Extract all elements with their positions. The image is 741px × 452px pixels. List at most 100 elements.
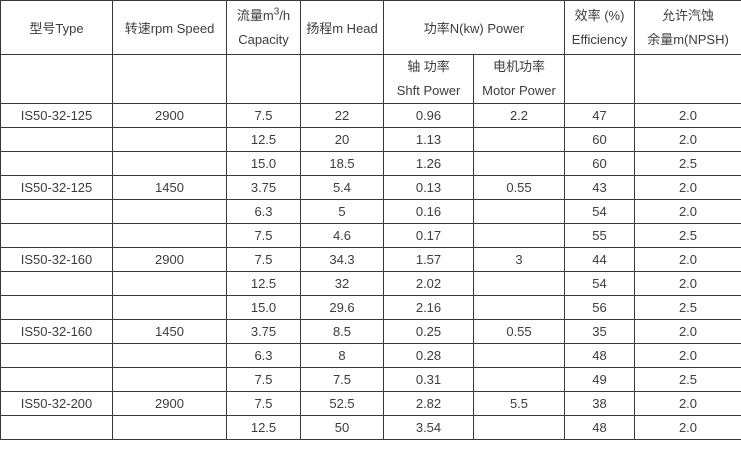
table-cell: 2.0 (634, 247, 741, 272)
header-sub-empty-type (0, 54, 113, 104)
table-cell (112, 415, 227, 440)
table-cell: 20 (300, 127, 384, 152)
header-head: 扬程m Head (300, 0, 384, 55)
table-cell: 0.16 (383, 199, 474, 224)
table-cell: 12.5 (226, 271, 301, 296)
table-cell: 49 (564, 367, 635, 392)
table-cell: IS50-32-125 (0, 103, 113, 128)
table-row: 15.0 18.5 1.26 60 2.5 (0, 151, 741, 176)
table-cell: 48 (564, 415, 635, 440)
table-cell: 2.0 (634, 103, 741, 128)
table-cell: 2.5 (634, 223, 741, 248)
table-cell: 5.5 (473, 391, 565, 416)
table-row: 12.5 20 1.13 60 2.0 (0, 127, 741, 152)
table-row: 6.3 8 0.28 48 2.0 (0, 343, 741, 368)
header-shaft-power-line1: 轴 功率 (407, 59, 450, 74)
table-cell (473, 415, 565, 440)
table-cell: 15.0 (226, 151, 301, 176)
table-row: IS50-32-200 2900 7.5 52.5 2.82 5.5 38 2.0 (0, 391, 741, 416)
table-cell: 2900 (112, 103, 227, 128)
header-shaft-power: 轴 功率 Shft Power (383, 54, 474, 104)
table-cell: 32 (300, 271, 384, 296)
table-row: IS50-32-125 1450 3.75 5.4 0.13 0.55 43 2.0 (0, 175, 741, 200)
table-cell: 6.3 (226, 199, 301, 224)
header-efficiency-line2: Efficiency (571, 31, 628, 47)
header-sub-empty-npsh (634, 54, 741, 104)
table-cell (0, 223, 113, 248)
table-cell: 2.16 (383, 295, 474, 320)
table-cell: 7.5 (226, 223, 301, 248)
header-sub-empty-speed (112, 54, 227, 104)
header-sub-empty-capacity (226, 54, 301, 104)
table-cell: 2.0 (634, 127, 741, 152)
table-cell: 0.25 (383, 319, 474, 344)
table-row: 12.5 50 3.54 48 2.0 (0, 415, 741, 440)
capacity-superscript: 3 (273, 6, 280, 18)
table-cell (473, 199, 565, 224)
header-motor-power-line1: 电机功率 (492, 59, 545, 74)
table-cell (473, 295, 565, 320)
header-efficiency: 效率 (%) Efficiency (564, 0, 635, 55)
table-cell: 5 (300, 199, 384, 224)
table-cell: 0.17 (383, 223, 474, 248)
table-cell (112, 151, 227, 176)
header-sub-empty-efficiency (564, 54, 635, 104)
header-efficiency-line1: 效率 (%) (574, 7, 625, 23)
table-cell: 12.5 (226, 127, 301, 152)
table-cell (112, 295, 227, 320)
table-cell (0, 295, 113, 320)
table-cell (0, 367, 113, 392)
header-npsh: 允许汽蚀 余量m(NPSH) (634, 0, 741, 55)
header-capacity-line2: Capacity (238, 31, 289, 47)
table-row: IS50-32-125 2900 7.5 22 0.96 2.2 47 2.0 (0, 103, 741, 128)
table-cell (0, 415, 113, 440)
table-cell: 0.31 (383, 367, 474, 392)
table-row: 7.5 4.6 0.17 55 2.5 (0, 223, 741, 248)
header-row-main: 型号Type 转速rpm Speed 流量m3/h Capacity 扬程m H… (0, 0, 741, 55)
table-cell: 38 (564, 391, 635, 416)
table-cell: 56 (564, 295, 635, 320)
table-cell: 7.5 (300, 367, 384, 392)
table-cell: 52.5 (300, 391, 384, 416)
table-row: 12.5 32 2.02 54 2.0 (0, 271, 741, 296)
table-cell: 12.5 (226, 415, 301, 440)
table-row: 15.0 29.6 2.16 56 2.5 (0, 295, 741, 320)
header-row-sub: 轴 功率 Shft Power 电机功率 Motor Power (0, 54, 741, 104)
header-speed: 转速rpm Speed (112, 0, 227, 55)
table-cell (473, 151, 565, 176)
table-body: IS50-32-125 2900 7.5 22 0.96 2.2 47 2.0 12.5 20 1.… (0, 103, 741, 440)
table-cell: 15.0 (226, 295, 301, 320)
table-cell (473, 223, 565, 248)
table-cell: 60 (564, 151, 635, 176)
table-cell (0, 199, 113, 224)
table-cell: 2.0 (634, 199, 741, 224)
header-capacity-line1: 流量m3/h (236, 6, 291, 23)
header-npsh-line1: 允许汽蚀 (661, 7, 714, 23)
table-cell: 8 (300, 343, 384, 368)
table-cell: 60 (564, 127, 635, 152)
table-cell: 2.0 (634, 415, 741, 440)
header-type: 型号Type (0, 0, 113, 55)
table-cell (0, 151, 113, 176)
table-cell: 29.6 (300, 295, 384, 320)
table-cell (0, 343, 113, 368)
table-header: 型号Type 转速rpm Speed 流量m3/h Capacity 扬程m H… (0, 0, 741, 104)
table-cell (0, 271, 113, 296)
table-cell: 1.57 (383, 247, 474, 272)
table-cell: IS50-32-160 (0, 247, 113, 272)
table-cell: 2.5 (634, 367, 741, 392)
table-cell: 1450 (112, 319, 227, 344)
table-cell: 54 (564, 199, 635, 224)
table-cell (112, 271, 227, 296)
header-sub-empty-head (300, 54, 384, 104)
table-cell: IS50-32-160 (0, 319, 113, 344)
table-cell: 1.26 (383, 151, 474, 176)
table-cell: 3.54 (383, 415, 474, 440)
table-cell: 55 (564, 223, 635, 248)
table-cell: 2.5 (634, 295, 741, 320)
table-cell: 2.02 (383, 271, 474, 296)
table-row: IS50-32-160 2900 7.5 34.3 1.57 3 44 2.0 (0, 247, 741, 272)
table-cell: 2.82 (383, 391, 474, 416)
table-cell (112, 199, 227, 224)
